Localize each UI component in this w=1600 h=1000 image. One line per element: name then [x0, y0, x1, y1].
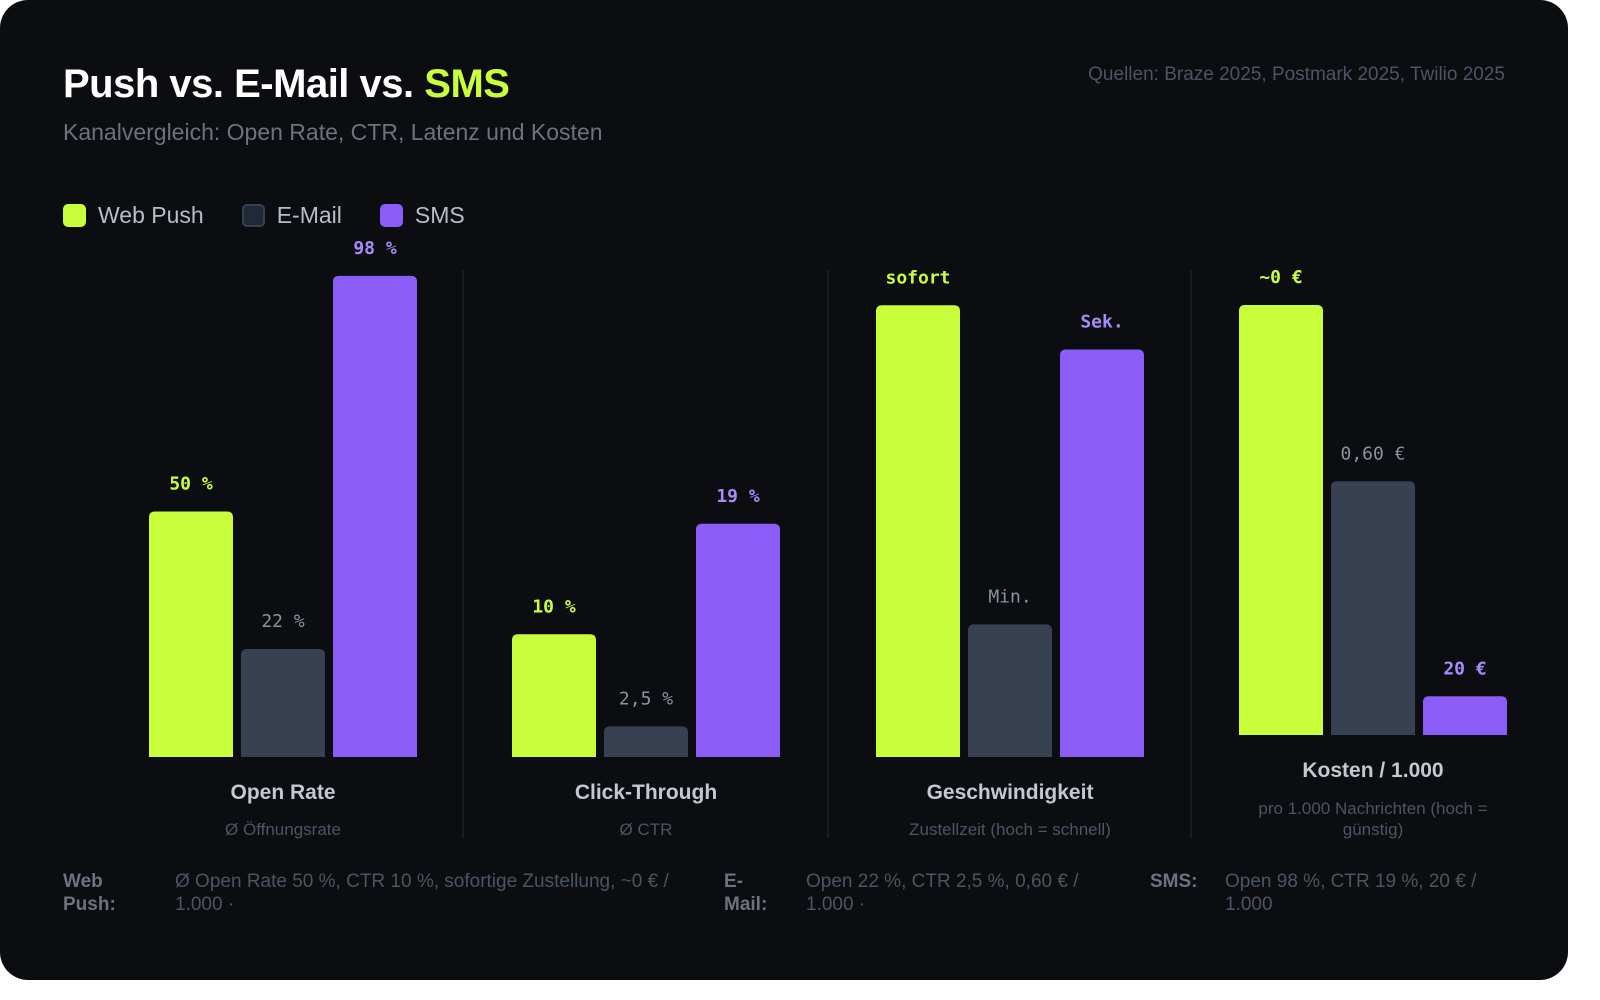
bar-web-push [512, 634, 596, 757]
bar-value-label-sms: 19 % [716, 486, 760, 507]
bar-email [968, 624, 1052, 757]
title-main: Push vs. E-Mail vs. [63, 62, 414, 106]
bar-web-push [1239, 305, 1323, 735]
legend-swatch-web-push [63, 204, 86, 227]
bar-sms [1060, 349, 1144, 757]
bar-value-label-sms: 98 % [353, 238, 397, 259]
bar-sms [696, 523, 780, 757]
bar-email [1331, 481, 1415, 735]
chart-card: Push vs. E-Mail vs. SMS Kanalvergleich: … [0, 0, 1568, 980]
legend-label-sms: SMS [414, 202, 465, 228]
panel-subtitle: Ø Öffnungsrate [225, 820, 341, 839]
panel-subtitle: Ø CTR [620, 820, 673, 839]
panel-title: Open Rate [230, 781, 335, 804]
page-title: Push vs. E-Mail vs. SMS [63, 62, 510, 107]
footer-summary: Web Push: Ø Open Rate 50 %, CTR 10 %, so… [0, 870, 1568, 930]
legend-item-email: E-Mail [241, 202, 342, 229]
bar-sms [1423, 696, 1507, 735]
bar-value-label-email: 22 % [261, 611, 305, 632]
bar-value-label-web-push: ~0 € [1259, 267, 1302, 288]
panel-title: Kosten / 1.000 [1302, 759, 1443, 782]
legend-swatch-sms [379, 204, 403, 227]
bar-value-label-email: 2,5 % [619, 688, 673, 709]
bar-sms [333, 275, 417, 757]
bar-charts: 50 % 22 % 98 % Open Rate Ø Öffnungsrate 10 % 2… [149, 238, 1507, 839]
bar-value-label-email: Min. [988, 586, 1031, 607]
legend-item-sms: SMS [379, 202, 465, 229]
footer-text-web-push: Ø Open Rate 50 %, CTR 10 %, sofortige Zu… [175, 871, 669, 915]
legend-swatch-email [241, 204, 265, 227]
bar-value-label-email: 0,60 € [1340, 443, 1405, 464]
bar-email [241, 648, 325, 757]
sources-note: Quellen: Braze 2025, Postmark 2025, Twil… [1088, 64, 1505, 85]
legend-label-email: E-Mail [276, 202, 342, 228]
legend-label-web-push: Web Push [98, 202, 204, 228]
panel-subtitle-cont: günstig) [1343, 820, 1403, 839]
legend: Web Push E-Mail SMS [63, 202, 465, 229]
bar-value-label-web-push: 10 % [532, 596, 576, 617]
bar-value-label-sms: 20 € [1443, 658, 1486, 679]
bar-web-push [876, 305, 960, 757]
footer-key-web-push: Web Push: [63, 871, 116, 915]
panel-title: Click-Through [575, 781, 717, 804]
page-subtitle: Kanalvergleich: Open Rate, CTR, Latenz u… [63, 119, 603, 145]
panel-title: Geschwindigkeit [927, 781, 1094, 804]
title-accent: SMS [424, 62, 510, 106]
panel-subtitle: Zustellzeit (hoch = schnell) [909, 820, 1111, 839]
bar-value-label-web-push: sofort [885, 267, 950, 288]
footer-key-sms: SMS: [1150, 871, 1198, 892]
footer-key-email: E-Mail: [724, 871, 768, 915]
panel-subtitle: pro 1.000 Nachrichten (hoch = [1258, 799, 1487, 818]
footer-text-sms: Open 98 %, CTR 19 %, 20 € / 1.000 [1225, 871, 1477, 915]
bar-email [604, 726, 688, 757]
bar-value-label-web-push: 50 % [169, 474, 213, 495]
bar-web-push [149, 511, 233, 757]
bar-value-label-sms: Sek. [1080, 311, 1123, 332]
legend-item-web-push: Web Push [63, 202, 204, 229]
footer-text-email: Open 22 %, CTR 2,5 %, 0,60 € / 1.000 · [806, 871, 1079, 915]
